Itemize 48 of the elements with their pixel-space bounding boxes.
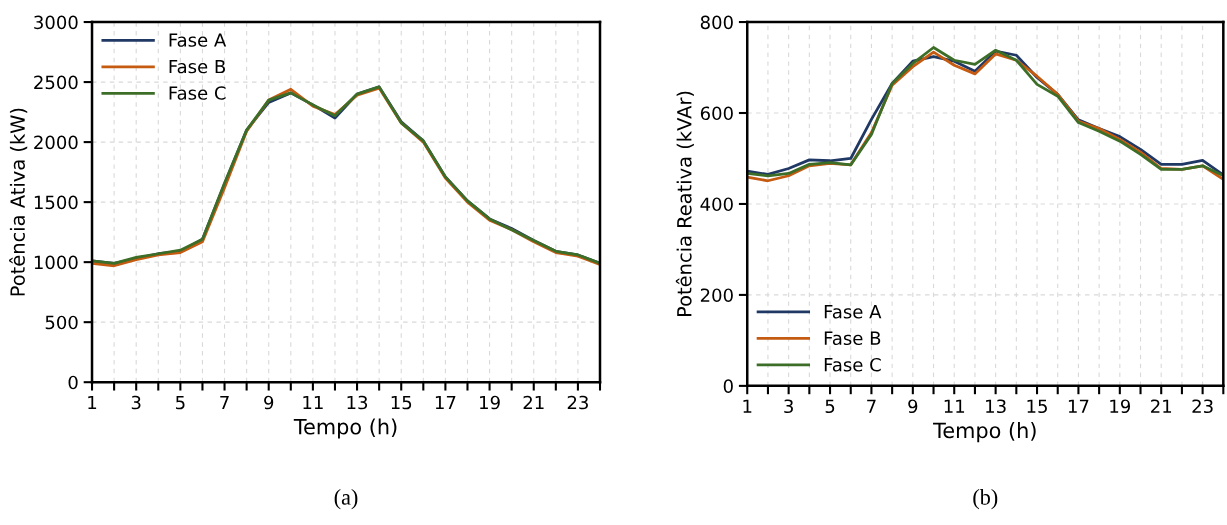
- y-axis-title: Potência Reativa (kVAr): [675, 91, 694, 317]
- text: (a): [334, 489, 358, 510]
- x-tick-label: 17: [1068, 399, 1089, 413]
- legend-label: Fase B: [824, 331, 881, 346]
- y-axis-title: Potência Ativa (kW): [9, 108, 28, 296]
- text: (b): [973, 489, 998, 510]
- y-tick-label: 3000: [34, 15, 78, 30]
- x-tick-label: 19: [1110, 399, 1131, 414]
- x-tick-label: 5: [825, 399, 835, 414]
- x-tick-label: 15: [391, 395, 412, 410]
- x-tick-label: 3: [784, 399, 793, 414]
- y-tick-label: 800: [700, 15, 733, 30]
- x-tick-label: 19: [480, 395, 500, 410]
- legend-label: Fase A: [169, 33, 227, 47]
- x-tick-label: 21: [523, 395, 544, 410]
- x-tick-label: 1: [743, 399, 752, 413]
- x-axis-title: Tempo (h): [933, 422, 1036, 443]
- x-tick-label: 11: [944, 399, 965, 413]
- x-tick-label: 7: [220, 395, 229, 410]
- y-tick-label: 2000: [34, 135, 78, 150]
- y-tick-label: 1500: [34, 195, 78, 210]
- x-tick-label: 17: [435, 395, 456, 410]
- legend-label: Fase B: [169, 59, 226, 74]
- legend-label: Fase A: [824, 305, 882, 319]
- y-tick-label: 0: [723, 379, 733, 393]
- y-tick-label: 400: [700, 197, 733, 212]
- x-tick-label: 7: [867, 399, 876, 413]
- x-tick-label: 11: [303, 395, 323, 410]
- x-tick-label: 13: [986, 399, 1006, 414]
- x-tick-label: 23: [1192, 399, 1213, 414]
- x-tick-label: 13: [347, 395, 368, 410]
- legend-label: Fase C: [169, 86, 226, 100]
- x-tick-label: 15: [1027, 399, 1047, 414]
- y-tick-label: 0: [68, 375, 78, 390]
- y-tick-label: 600: [700, 106, 733, 121]
- x-tick-label: 3: [131, 395, 141, 410]
- x-tick-label: 1: [88, 395, 97, 410]
- legend-label: Fase C: [824, 357, 881, 372]
- x-tick-label: 23: [567, 395, 588, 410]
- x-tick-label: 9: [908, 399, 918, 414]
- y-tick-label: 200: [700, 288, 733, 303]
- y-tick-label: 500: [45, 315, 78, 330]
- x-tick-label: 21: [1151, 399, 1172, 413]
- x-tick-label: 5: [176, 395, 185, 410]
- x-axis-title: Tempo (h): [293, 418, 397, 439]
- y-tick-label: 1000: [34, 255, 78, 270]
- y-tick-label: 2500: [34, 75, 78, 90]
- x-tick-label: 9: [264, 395, 274, 410]
